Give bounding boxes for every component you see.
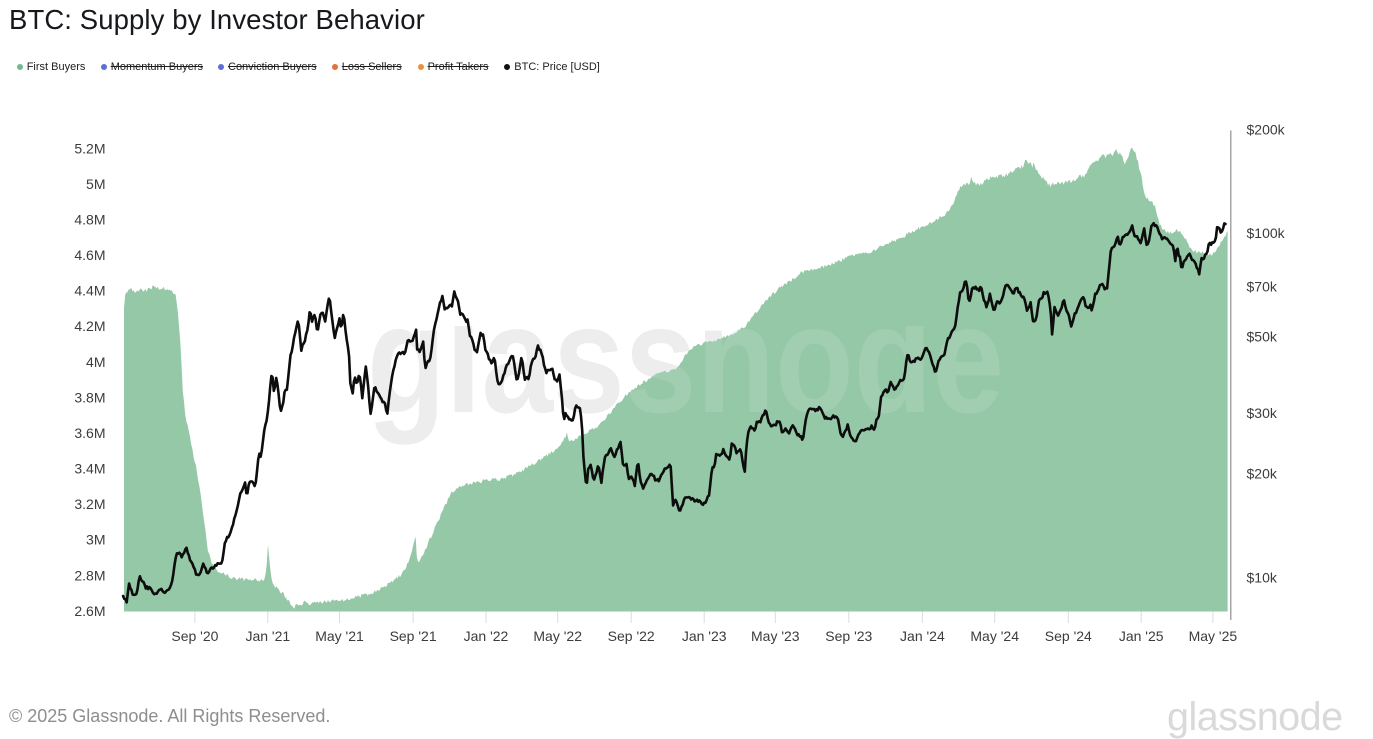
svg-text:3.4M: 3.4M [74, 461, 105, 477]
svg-text:Sep '23: Sep '23 [825, 628, 872, 644]
svg-text:Jan '21: Jan '21 [245, 628, 290, 644]
svg-text:Jan '24: Jan '24 [900, 628, 945, 644]
svg-text:3M: 3M [86, 532, 105, 548]
svg-text:Sep '21: Sep '21 [390, 628, 437, 644]
svg-text:$100k: $100k [1247, 225, 1286, 241]
svg-text:3.2M: 3.2M [74, 496, 105, 512]
svg-text:May '25: May '25 [1189, 628, 1238, 644]
svg-text:May '23: May '23 [751, 628, 800, 644]
svg-text:$10k: $10k [1247, 569, 1278, 585]
svg-text:4.6M: 4.6M [74, 247, 105, 263]
svg-text:Sep '22: Sep '22 [608, 628, 655, 644]
svg-text:Jan '23: Jan '23 [682, 628, 727, 644]
svg-text:2.6M: 2.6M [74, 603, 105, 619]
svg-text:4.8M: 4.8M [74, 212, 105, 228]
svg-text:$30k: $30k [1247, 405, 1278, 421]
svg-text:3.6M: 3.6M [74, 425, 105, 441]
svg-text:Sep '24: Sep '24 [1045, 628, 1092, 644]
svg-text:$200k: $200k [1247, 122, 1286, 138]
svg-text:Jan '25: Jan '25 [1119, 628, 1164, 644]
svg-text:$70k: $70k [1247, 278, 1278, 294]
svg-text:May '21: May '21 [315, 628, 364, 644]
svg-text:5M: 5M [86, 176, 105, 192]
svg-text:Jan '22: Jan '22 [464, 628, 509, 644]
svg-text:$50k: $50k [1247, 329, 1278, 345]
svg-text:4.4M: 4.4M [74, 283, 105, 299]
svg-text:$20k: $20k [1247, 466, 1278, 482]
svg-text:5.2M: 5.2M [74, 140, 105, 156]
svg-text:4M: 4M [86, 354, 105, 370]
svg-text:Sep '20: Sep '20 [171, 628, 218, 644]
svg-text:3.8M: 3.8M [74, 389, 105, 405]
svg-text:May '24: May '24 [970, 628, 1019, 644]
svg-text:May '22: May '22 [533, 628, 582, 644]
svg-text:4.2M: 4.2M [74, 318, 105, 334]
svg-text:2.8M: 2.8M [74, 567, 105, 583]
